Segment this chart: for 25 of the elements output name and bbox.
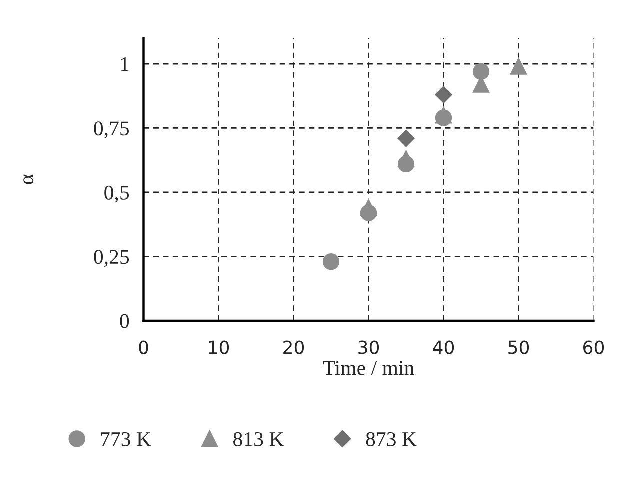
x-tick-label: 60 [584, 340, 604, 354]
y-tick-label: 0,25 [94, 250, 130, 268]
legend-label: 873 K [366, 432, 417, 446]
point [510, 58, 528, 75]
point [360, 204, 378, 222]
legend-label: 773 K [101, 432, 152, 446]
point [435, 110, 452, 126]
x-tick-label: 50 [508, 340, 530, 354]
x-tick-label: 0 [139, 340, 148, 354]
x-tick-label: 20 [284, 340, 304, 354]
x-tick-label: 30 [358, 340, 380, 354]
y-tick-label: 1 [121, 57, 129, 72]
y-axis-title: α [24, 174, 34, 184]
point [398, 156, 415, 173]
x-tick-label: 40 [433, 340, 454, 354]
point [398, 130, 415, 148]
point [435, 86, 452, 104]
y-tick-label: 0,75 [94, 122, 130, 139]
y-tick-label: 0,5 [104, 186, 130, 203]
y-tick-label: 0 [120, 314, 130, 328]
point [472, 63, 490, 80]
x-axis-title: Time / min [323, 361, 414, 376]
x-tick-label: 10 [209, 340, 230, 354]
point [322, 254, 340, 270]
legend-label: 813 K [234, 432, 284, 446]
